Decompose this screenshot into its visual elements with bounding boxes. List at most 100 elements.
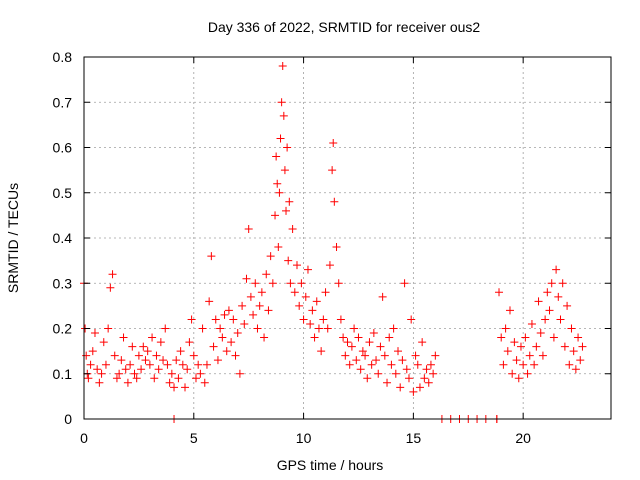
data-point	[391, 369, 400, 378]
data-point	[571, 365, 580, 374]
data-point	[90, 329, 99, 338]
data-point	[280, 166, 289, 175]
data-point	[276, 134, 285, 143]
data-point	[424, 378, 433, 387]
data-point	[426, 360, 435, 369]
data-point	[174, 374, 183, 383]
data-point	[117, 356, 126, 365]
data-point	[246, 292, 255, 301]
data-point	[128, 342, 137, 351]
data-point	[538, 351, 547, 360]
y-tick-label: 0.5	[53, 185, 73, 201]
data-point	[356, 365, 365, 374]
data-point	[339, 333, 348, 342]
data-point	[536, 329, 545, 338]
data-point	[84, 374, 93, 383]
data-point	[99, 338, 108, 347]
data-point	[119, 333, 128, 342]
data-point	[334, 279, 343, 288]
data-point	[233, 329, 242, 338]
data-point	[310, 333, 319, 342]
data-point	[283, 143, 292, 152]
data-point	[163, 360, 172, 369]
data-point	[347, 342, 356, 351]
data-point	[176, 347, 185, 356]
data-point	[389, 324, 398, 333]
data-point	[543, 288, 552, 297]
data-point	[251, 279, 260, 288]
data-point	[240, 319, 249, 328]
data-point	[383, 378, 392, 387]
data-point	[104, 324, 113, 333]
data-point	[235, 369, 244, 378]
data-point	[554, 292, 563, 301]
data-point	[418, 338, 427, 347]
data-point	[262, 270, 271, 279]
data-point	[420, 374, 429, 383]
data-point	[574, 333, 583, 342]
data-point	[387, 360, 396, 369]
data-point	[431, 351, 440, 360]
data-point	[532, 342, 541, 351]
data-point	[495, 288, 504, 297]
data-point	[413, 360, 422, 369]
data-point	[547, 279, 556, 288]
data-point	[198, 324, 207, 333]
data-point	[578, 342, 587, 351]
data-point	[126, 360, 135, 369]
data-point	[552, 265, 561, 274]
data-point	[534, 297, 543, 306]
data-point	[429, 369, 438, 378]
data-point	[369, 329, 378, 338]
data-point	[95, 378, 104, 387]
data-point	[154, 365, 163, 374]
data-point	[374, 369, 383, 378]
data-point	[150, 374, 159, 383]
data-point	[156, 338, 165, 347]
data-point	[367, 360, 376, 369]
data-point	[115, 369, 124, 378]
data-point	[183, 365, 192, 374]
data-point	[350, 324, 359, 333]
data-point	[143, 347, 152, 356]
data-point	[314, 324, 323, 333]
data-point	[516, 342, 525, 351]
data-point	[422, 365, 431, 374]
data-point	[209, 342, 218, 351]
data-point	[503, 347, 512, 356]
data-point	[202, 360, 211, 369]
data-point	[512, 356, 521, 365]
data-point	[510, 338, 519, 347]
data-point	[88, 347, 97, 356]
data-point	[284, 256, 293, 265]
y-axis-label: SRMTID / TECUs	[5, 183, 21, 293]
data-point	[321, 288, 330, 297]
data-point	[354, 333, 363, 342]
data-point	[211, 315, 220, 324]
data-point	[299, 315, 308, 324]
data-point	[345, 360, 354, 369]
data-point	[545, 306, 554, 315]
data-point	[271, 211, 280, 220]
data-point	[205, 297, 214, 306]
data-point	[361, 351, 370, 360]
data-point	[352, 356, 361, 365]
data-points	[80, 62, 587, 423]
y-tick-label: 0.1	[53, 366, 73, 382]
data-point	[343, 338, 352, 347]
data-point	[407, 315, 416, 324]
data-point	[569, 347, 578, 356]
data-point	[213, 356, 222, 365]
data-point	[282, 206, 291, 215]
data-point	[200, 378, 209, 387]
data-point	[519, 360, 528, 369]
y-tick-label: 0.2	[53, 321, 73, 337]
data-point	[556, 315, 565, 324]
data-point	[196, 369, 205, 378]
data-point	[97, 369, 106, 378]
data-point	[134, 351, 143, 360]
data-point	[189, 351, 198, 360]
data-point	[207, 252, 216, 261]
